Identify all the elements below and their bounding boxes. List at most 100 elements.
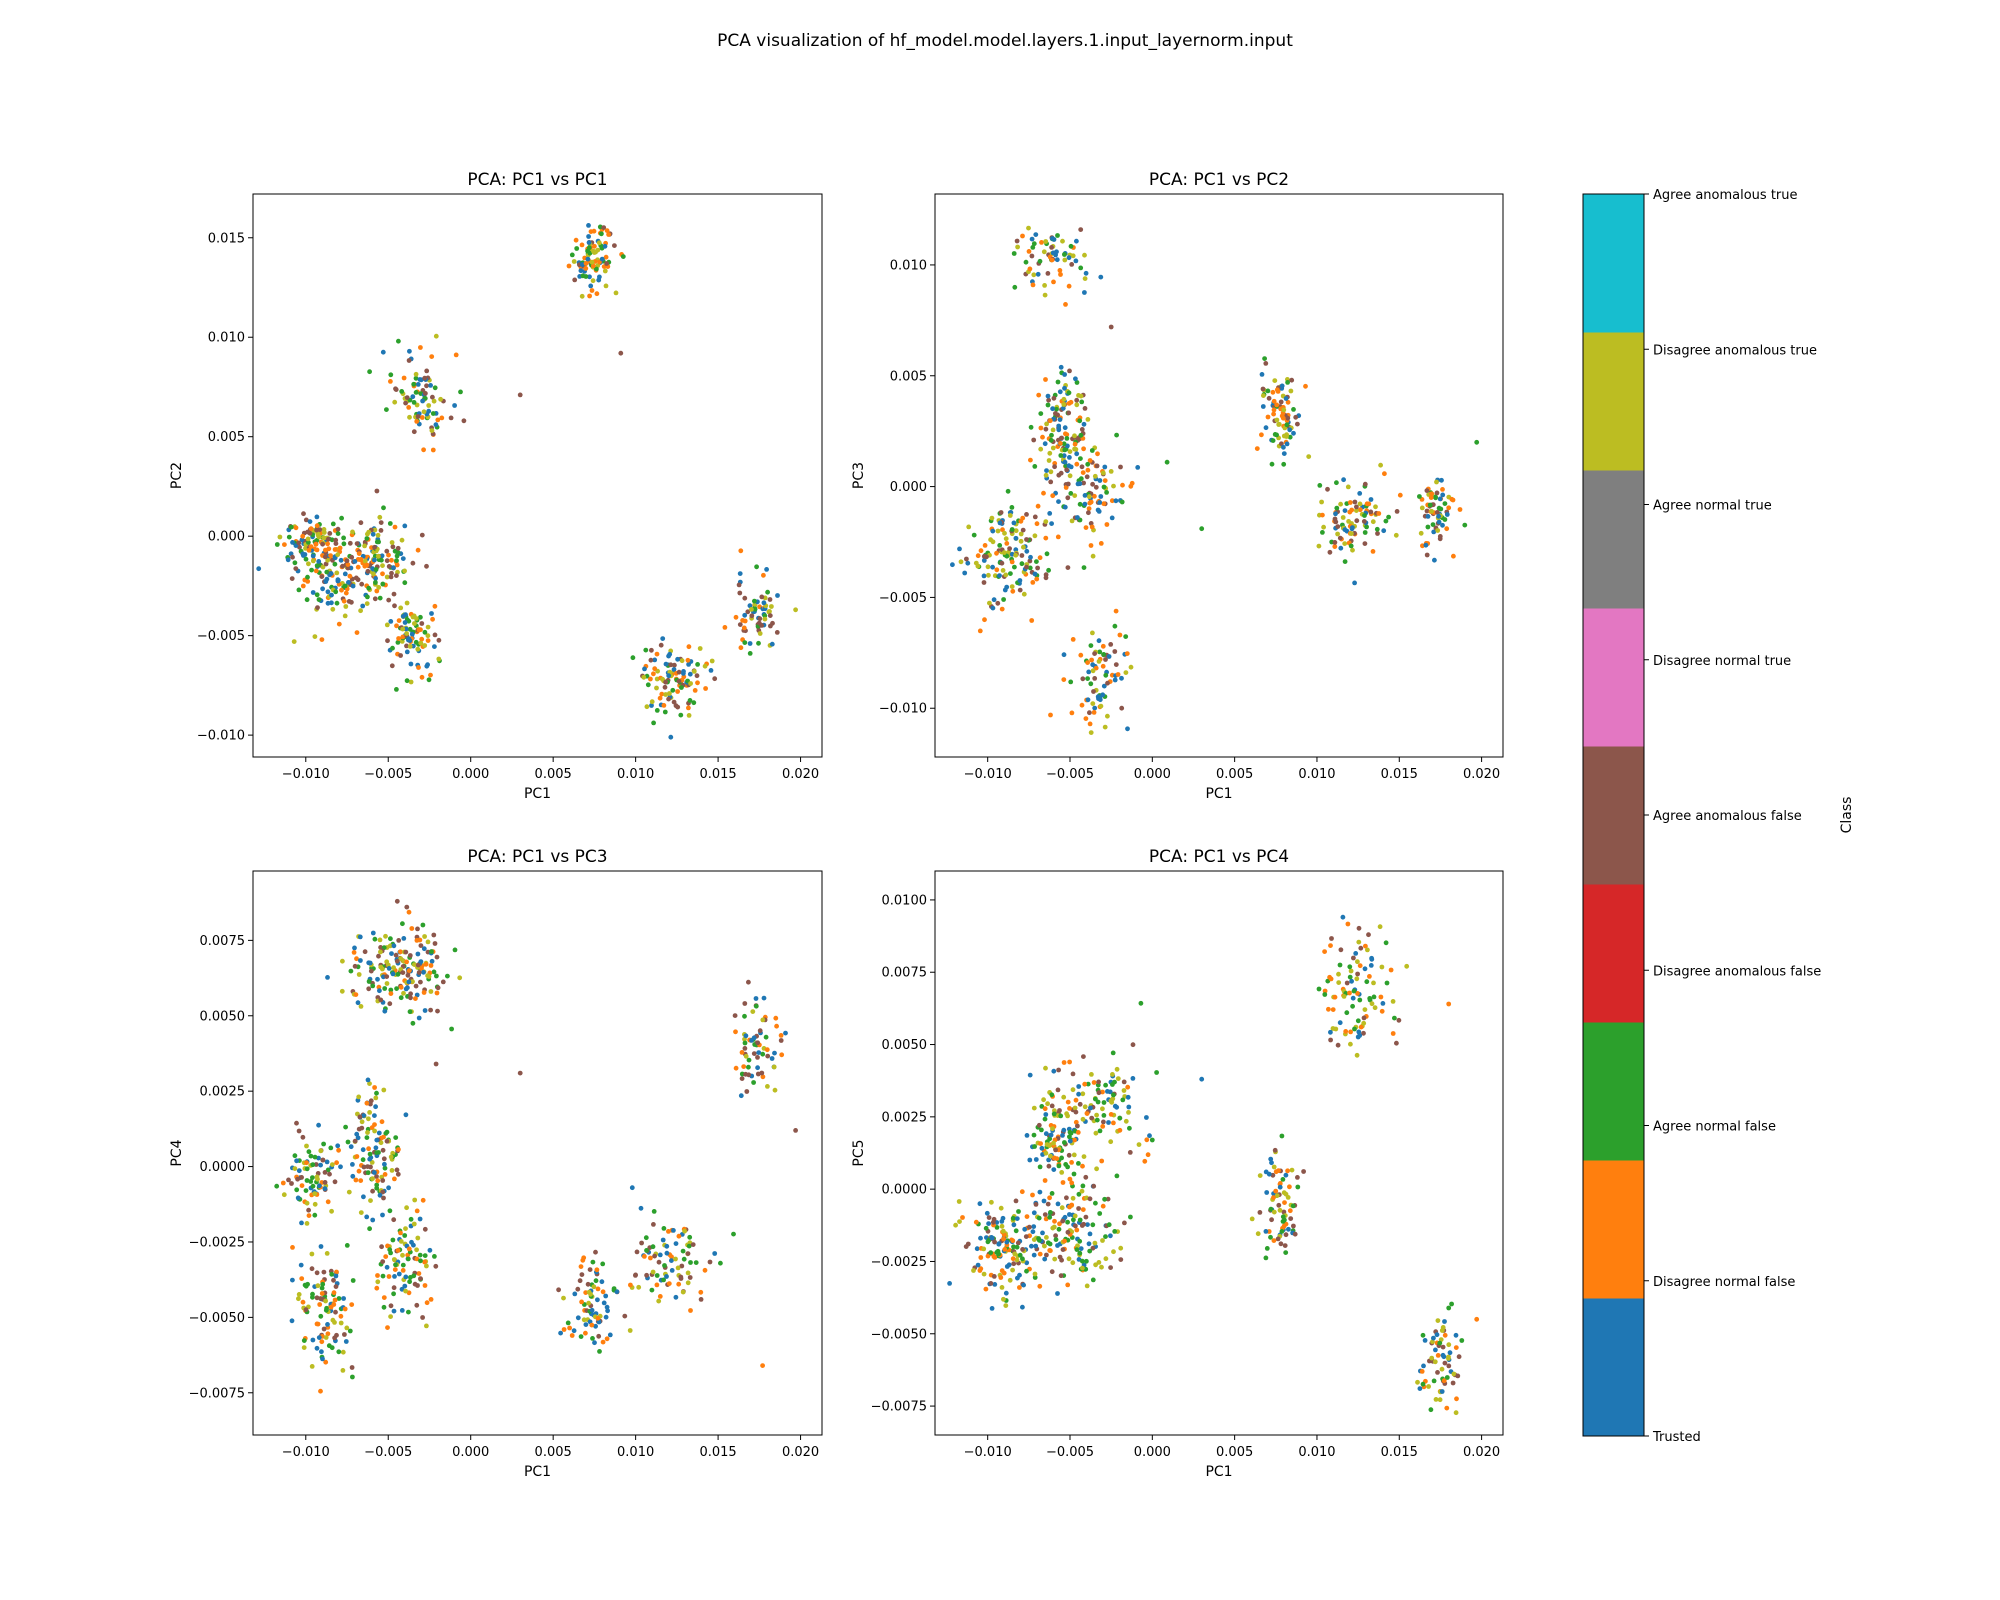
scatter-point (1379, 964, 1385, 970)
scatter-point (778, 1033, 784, 1038)
scatter-point (338, 1164, 343, 1170)
scatter-point (1079, 464, 1085, 470)
scatter-point (428, 383, 433, 388)
scatter-point (1009, 559, 1015, 565)
scatter-point (418, 979, 423, 985)
scatter-point (1050, 493, 1056, 499)
scatter-point (1349, 507, 1355, 513)
scatter-point (391, 1291, 396, 1297)
scatter-point (354, 541, 360, 546)
scatter-point (325, 1322, 330, 1327)
scatter-point (382, 1165, 388, 1171)
scatter-point (670, 687, 676, 693)
scatter-point (286, 534, 292, 540)
scatter-point (712, 1251, 718, 1256)
scatter-point (319, 1339, 325, 1345)
scatter-point (378, 520, 384, 525)
x-axis-label: PC1 (1205, 1464, 1232, 1480)
scatter-point (1057, 1221, 1062, 1227)
scatter-point (403, 626, 409, 632)
scatter-point (1441, 1378, 1447, 1384)
scatter-point (1285, 1168, 1290, 1174)
scatter-point (1446, 1305, 1452, 1311)
scatter-point (362, 558, 368, 564)
scatter-point (1059, 1257, 1064, 1263)
scatter-point (360, 1147, 366, 1153)
scatter-point (964, 556, 969, 562)
scatter-point (1355, 1018, 1361, 1024)
scatter-point (1004, 1239, 1010, 1245)
scatter-point (407, 348, 412, 354)
scatter-point (321, 1141, 326, 1147)
scatter-point (662, 684, 668, 690)
scatter-point (344, 558, 350, 564)
scatter-point (1449, 496, 1455, 502)
scatter-point (687, 1234, 693, 1240)
scatter-point (1121, 1079, 1127, 1085)
scatter-point (1421, 1363, 1426, 1369)
scatter-point (1083, 270, 1089, 276)
scatter-point (1085, 467, 1091, 473)
scatter-point (687, 698, 693, 703)
scatter-point (686, 1243, 692, 1249)
scatter-point (429, 354, 435, 359)
scatter-point (1089, 448, 1095, 453)
scatter-point (747, 641, 753, 646)
scatter-point (360, 1157, 366, 1163)
scatter-point (422, 1259, 427, 1265)
scatter-point (1034, 559, 1039, 564)
scatter-point (1077, 1101, 1083, 1107)
scatter-point (1056, 499, 1061, 504)
scatter-point (1073, 258, 1079, 264)
scatter-point (755, 1040, 761, 1046)
scatter-point (1030, 580, 1036, 585)
scatter-point (355, 564, 361, 570)
scatter-point (1108, 642, 1114, 647)
scatter-point (657, 1252, 663, 1258)
scatter-point (1442, 1332, 1448, 1338)
y-tick-label: 0.0075 (882, 966, 928, 981)
scatter-point (390, 1150, 396, 1156)
scatter-point (1342, 541, 1348, 546)
scatter-point (1277, 1207, 1283, 1213)
scatter-point (1355, 971, 1360, 977)
scatter-point (349, 1365, 355, 1370)
scatter-point (310, 1183, 316, 1189)
scatter-point (1050, 406, 1055, 412)
scatter-point (387, 521, 393, 526)
scatter-point (1069, 1180, 1075, 1186)
scatter-point (1048, 1248, 1053, 1254)
scatter-point (1039, 240, 1044, 245)
scatter-point (323, 1335, 329, 1340)
scatter-point (989, 515, 995, 521)
scatter-point (1263, 1169, 1269, 1175)
scatter-point (428, 1297, 434, 1302)
scatter-point (573, 237, 579, 243)
scatter-point (1053, 411, 1058, 416)
scatter-point (1440, 1344, 1446, 1350)
scatter-point (1340, 515, 1346, 520)
scatter-point (1429, 508, 1434, 514)
scatter-point (1024, 548, 1030, 554)
scatter-point (1108, 1139, 1114, 1145)
scatter-point (1003, 1303, 1009, 1308)
y-tick-label: 0.015 (208, 231, 245, 246)
scatter-point (1138, 1000, 1144, 1006)
scatter-point (1024, 1260, 1030, 1266)
scatter-point (958, 559, 964, 565)
scatter-point (1268, 1206, 1274, 1212)
scatter-point (1019, 561, 1025, 567)
scatter-point (359, 1119, 365, 1125)
scatter-point (1362, 530, 1368, 535)
scatter-point (1072, 1137, 1077, 1143)
scatter-point (282, 542, 287, 547)
scatter-point (1080, 1183, 1086, 1189)
scatter-point (1069, 1202, 1075, 1208)
scatter-point (1108, 469, 1114, 474)
scatter-point (583, 1322, 589, 1327)
scatter-point (1440, 522, 1445, 528)
scatter-point (358, 958, 363, 963)
scatter-point (374, 1285, 380, 1291)
scatter-point (422, 1226, 428, 1232)
scatter-point (1067, 1059, 1072, 1065)
